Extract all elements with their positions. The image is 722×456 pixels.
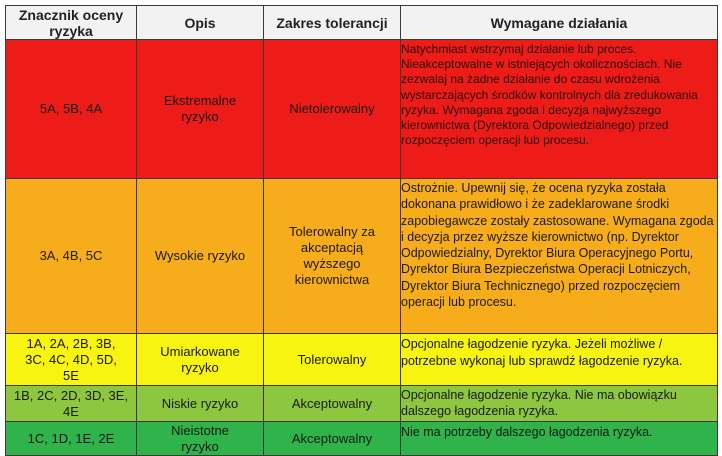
description-cell: Wysokie ryzyko: [136, 178, 264, 334]
description-cell: Umiarkowane ryzyko: [136, 333, 264, 386]
table-row: 1B, 2C, 2D, 3D, 3E, 4E Niskie ryzyko Akc…: [5, 385, 718, 422]
rating-cell: 3A, 4B, 5C: [5, 178, 137, 334]
rating-cell: 5A, 5B, 4A: [5, 39, 137, 179]
header-actions: Wymagane działania: [400, 5, 718, 40]
rating-cell: 1A, 2A, 2B, 3B, 3C, 4C, 4D, 5D, 5E: [5, 333, 137, 386]
table-row: 1A, 2A, 2B, 3B, 3C, 4C, 4D, 5D, 5E Umiar…: [5, 333, 718, 386]
header-description: Opis: [136, 5, 264, 40]
description-text: Wysokie ryzyko: [154, 248, 246, 263]
tolerance-cell: Akceptowalny: [263, 385, 401, 422]
description-text: Ekstremalne ryzyko: [163, 93, 237, 124]
actions-cell: Natychmiast wstrzymaj działanie lub proc…: [400, 39, 718, 179]
description-text: Nieistotne ryzyko: [171, 422, 229, 454]
risk-tolerance-table: Znacznik oceny ryzyka Opis Zakres tolera…: [5, 5, 718, 456]
table-row: 1C, 1D, 1E, 2E Nieistotne ryzyko Akcepto…: [5, 421, 718, 456]
description-cell: Niskie ryzyko: [136, 385, 264, 422]
rating-cell: 1B, 2C, 2D, 3D, 3E, 4E: [5, 385, 137, 422]
description-text: Umiarkowane ryzyko: [160, 343, 240, 375]
rating-text: 1B, 2C, 2D, 3D, 3E, 4E: [13, 387, 129, 419]
rating-cell: 1C, 1D, 1E, 2E: [5, 421, 137, 456]
actions-cell: Nie ma potrzeby dalszego łagodzenia ryzy…: [400, 421, 718, 456]
table-row: 3A, 4B, 5C Wysokie ryzyko Tolerowalny za…: [5, 178, 718, 334]
tolerance-cell: Tolerowalny: [263, 333, 401, 386]
tolerance-cell: Tolerowalny za akceptacją wyższego kiero…: [263, 178, 401, 334]
tolerance-cell: Nietolerowalny: [263, 39, 401, 179]
rating-text: 1A, 2A, 2B, 3B, 3C, 4C, 4D, 5D, 5E: [25, 335, 117, 383]
actions-cell: Opcjonalne łagodzenie ryzyka. Jeżeli moż…: [400, 333, 718, 386]
actions-cell: Ostrożnie. Upewnij się, że ocena ryzyka …: [400, 178, 718, 334]
actions-cell: Opcjonalne łagodzenie ryzyka. Nie ma obo…: [400, 385, 718, 422]
header-tolerance: Zakres tolerancji: [263, 5, 401, 40]
table-row: 5A, 5B, 4A Ekstremalne ryzyko Nietolerow…: [5, 39, 718, 179]
header-rating: Znacznik oceny ryzyka: [5, 5, 137, 40]
header-row: Znacznik oceny ryzyka Opis Zakres tolera…: [5, 5, 718, 40]
header-rating-label: Znacznik oceny ryzyka: [18, 6, 124, 39]
description-cell: Nieistotne ryzyko: [136, 421, 264, 456]
tolerance-text: Tolerowalny za akceptacją wyższego kiero…: [289, 224, 375, 287]
description-cell: Ekstremalne ryzyko: [136, 39, 264, 179]
tolerance-cell: Akceptowalny: [263, 421, 401, 456]
